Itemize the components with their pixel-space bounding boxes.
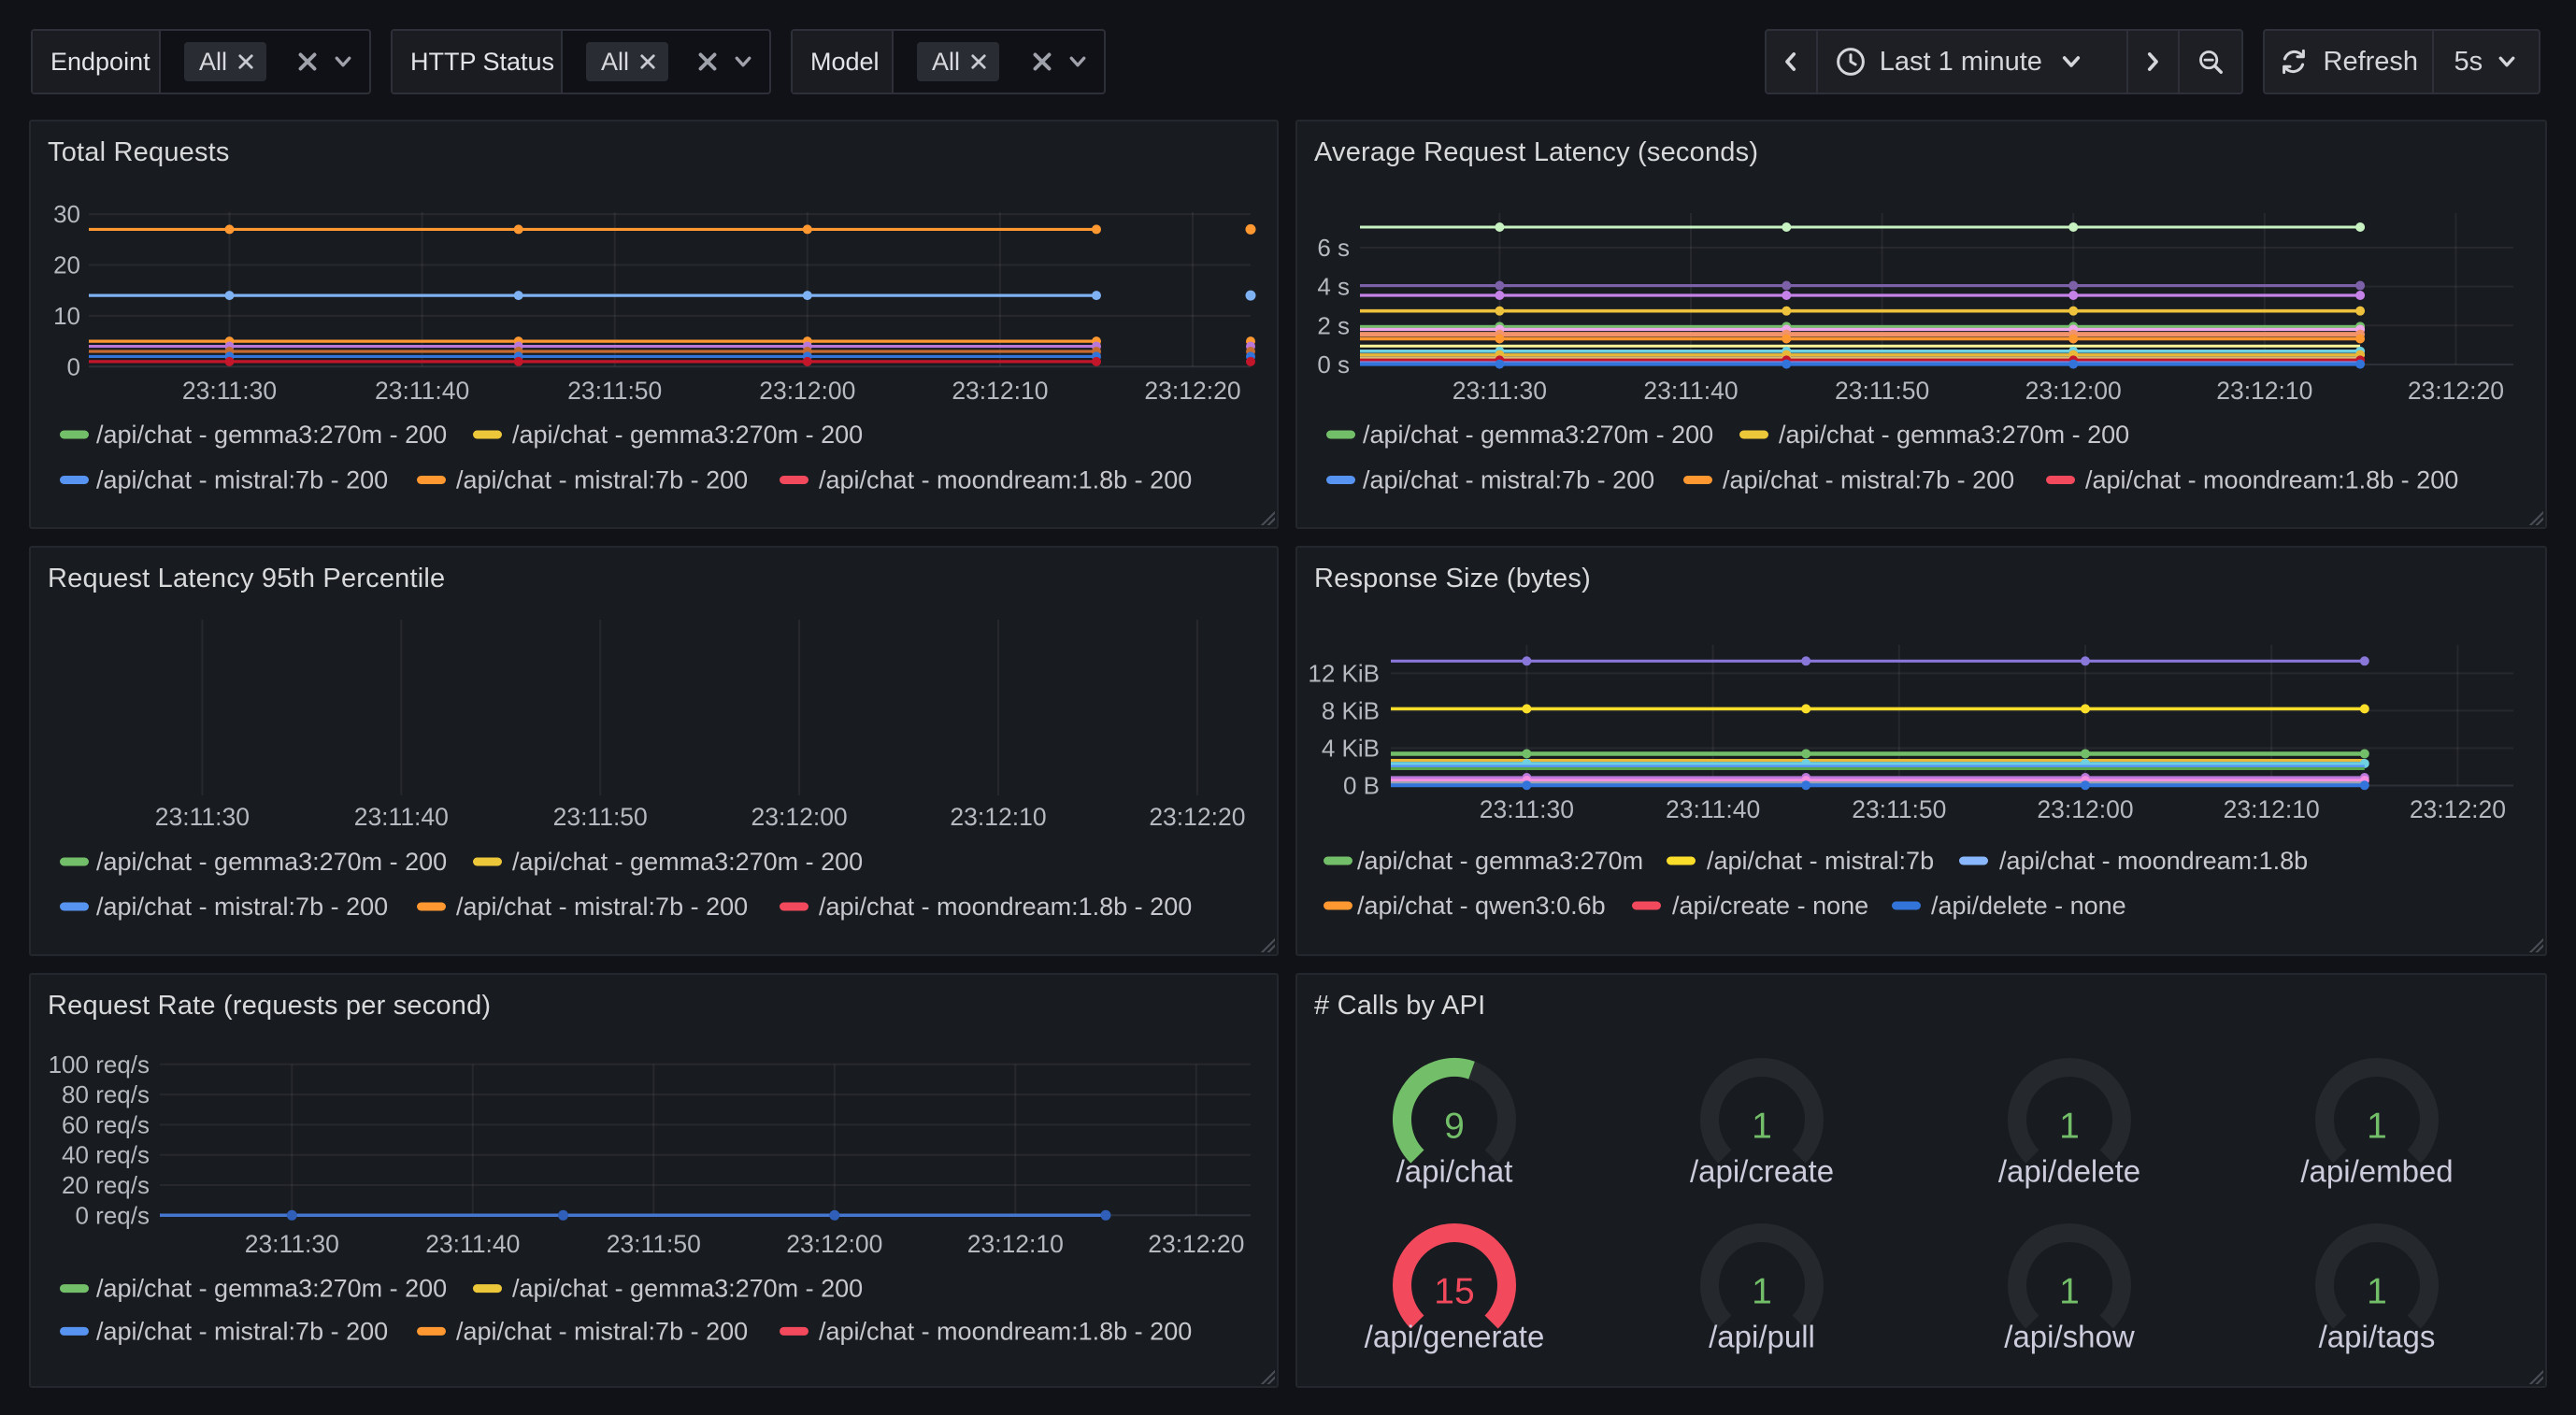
svg-text:4 KiB: 4 KiB [1322, 734, 1380, 762]
svg-text:0 B: 0 B [1343, 772, 1380, 800]
svg-text:/api/chat - gemma3:270m - 200: /api/chat - gemma3:270m - 200 [1363, 421, 1713, 449]
svg-text:/api/chat - qwen3:0.6b: /api/chat - qwen3:0.6b [1357, 892, 1606, 920]
svg-text:23:12:20: 23:12:20 [1148, 1230, 1244, 1258]
svg-text:23:12:10: 23:12:10 [2224, 795, 2320, 823]
svg-text:23:11:50: 23:11:50 [1835, 377, 1929, 405]
svg-text:/api/tags: /api/tags [2319, 1320, 2436, 1354]
svg-text:23:12:00: 23:12:00 [751, 803, 848, 831]
svg-text:1: 1 [2367, 1107, 2387, 1147]
svg-text:/api/show: /api/show [2004, 1320, 2135, 1354]
svg-text:23:12:20: 23:12:20 [2408, 377, 2504, 405]
svg-text:23:12:10: 23:12:10 [950, 803, 1046, 831]
svg-text:23:11:40: 23:11:40 [425, 1230, 520, 1258]
svg-text:/api/chat - moondream:1.8b - 2: /api/chat - moondream:1.8b - 200 [2085, 466, 2458, 494]
svg-text:/api/chat - moondream:1.8b - 2: /api/chat - moondream:1.8b - 200 [819, 1317, 1192, 1345]
svg-text:/api/chat - mistral:7b - 200: /api/chat - mistral:7b - 200 [456, 466, 748, 494]
svg-text:23:11:50: 23:11:50 [607, 1230, 701, 1258]
svg-text:1: 1 [1752, 1107, 1772, 1147]
svg-text:23:12:00: 23:12:00 [2025, 377, 2122, 405]
svg-text:23:11:50: 23:11:50 [567, 377, 662, 405]
svg-text:30: 30 [53, 200, 80, 228]
svg-text:/api/chat - mistral:7b - 200: /api/chat - mistral:7b - 200 [456, 893, 748, 921]
svg-text:9: 9 [1444, 1107, 1465, 1147]
svg-text:/api/chat - gemma3:270m - 200: /api/chat - gemma3:270m - 200 [96, 421, 447, 449]
svg-text:23:12:20: 23:12:20 [1149, 803, 1245, 831]
svg-text:10: 10 [53, 302, 80, 330]
svg-text:/api/chat - mistral:7b - 200: /api/chat - mistral:7b - 200 [96, 893, 388, 921]
svg-text:23:12:10: 23:12:10 [967, 1230, 1064, 1258]
svg-text:/api/create - none: /api/create - none [1672, 892, 1868, 920]
svg-text:/api/delete - none: /api/delete - none [1931, 892, 2126, 920]
svg-text:/api/chat - mistral:7b - 200: /api/chat - mistral:7b - 200 [456, 1317, 748, 1345]
svg-text:23:11:40: 23:11:40 [375, 377, 469, 405]
svg-text:23:12:20: 23:12:20 [2410, 795, 2506, 823]
svg-text:23:11:30: 23:11:30 [245, 1230, 339, 1258]
svg-text:60 req/s: 60 req/s [62, 1110, 150, 1138]
svg-text:/api/chat - mistral:7b - 200: /api/chat - mistral:7b - 200 [1363, 466, 1654, 494]
svg-text:/api/chat - mistral:7b - 200: /api/chat - mistral:7b - 200 [96, 1317, 388, 1345]
svg-text:8 KiB: 8 KiB [1322, 696, 1380, 724]
svg-text:15: 15 [1434, 1272, 1474, 1312]
svg-text:/api/chat - gemma3:270m - 200: /api/chat - gemma3:270m - 200 [512, 1275, 863, 1303]
svg-text:/api/generate: /api/generate [1365, 1320, 1545, 1354]
svg-text:1: 1 [2367, 1272, 2387, 1312]
svg-text:/api/chat - mistral:7b: /api/chat - mistral:7b [1707, 847, 1934, 875]
svg-text:1: 1 [1752, 1272, 1772, 1312]
svg-text:40 req/s: 40 req/s [62, 1141, 150, 1169]
svg-text:/api/chat - mistral:7b - 200: /api/chat - mistral:7b - 200 [1723, 466, 2014, 494]
svg-text:23:11:40: 23:11:40 [1666, 795, 1760, 823]
svg-text:/api/chat - gemma3:270m - 200: /api/chat - gemma3:270m - 200 [96, 1275, 447, 1303]
svg-text:/api/delete: /api/delete [1998, 1154, 2140, 1189]
svg-text:23:12:00: 23:12:00 [786, 1230, 882, 1258]
svg-text:/api/chat - moondream:1.8b - 2: /api/chat - moondream:1.8b - 200 [819, 466, 1192, 494]
svg-text:23:11:50: 23:11:50 [553, 803, 648, 831]
svg-text:23:12:20: 23:12:20 [1144, 377, 1240, 405]
svg-text:/api/create: /api/create [1690, 1154, 1834, 1189]
svg-text:20 req/s: 20 req/s [62, 1171, 150, 1199]
svg-text:23:12:00: 23:12:00 [2037, 795, 2133, 823]
svg-text:23:11:40: 23:11:40 [354, 803, 449, 831]
svg-text:23:11:40: 23:11:40 [1643, 377, 1738, 405]
svg-text:/api/chat - gemma3:270m: /api/chat - gemma3:270m [1357, 847, 1643, 875]
svg-text:23:11:30: 23:11:30 [182, 377, 277, 405]
svg-text:80 req/s: 80 req/s [62, 1080, 150, 1108]
svg-text:23:12:10: 23:12:10 [952, 377, 1048, 405]
svg-text:1: 1 [2059, 1272, 2080, 1312]
svg-text:23:11:30: 23:11:30 [1453, 377, 1547, 405]
svg-text:/api/chat - moondream:1.8b: /api/chat - moondream:1.8b [1999, 847, 2308, 875]
svg-text:/api/chat - gemma3:270m - 200: /api/chat - gemma3:270m - 200 [512, 421, 863, 449]
svg-text:/api/chat - gemma3:270m - 200: /api/chat - gemma3:270m - 200 [1779, 421, 2129, 449]
svg-text:/api/chat - gemma3:270m - 200: /api/chat - gemma3:270m - 200 [96, 848, 447, 876]
svg-text:100 req/s: 100 req/s [49, 1051, 150, 1079]
svg-text:0 req/s: 0 req/s [76, 1201, 150, 1229]
svg-text:/api/chat - moondream:1.8b - 2: /api/chat - moondream:1.8b - 200 [819, 893, 1192, 921]
svg-text:1: 1 [2059, 1107, 2080, 1147]
svg-text:/api/chat: /api/chat [1396, 1154, 1513, 1189]
svg-text:23:11:50: 23:11:50 [1852, 795, 1946, 823]
svg-text:/api/chat - gemma3:270m - 200: /api/chat - gemma3:270m - 200 [512, 848, 863, 876]
svg-text:6 s: 6 s [1317, 234, 1350, 262]
svg-text:/api/pull: /api/pull [1709, 1320, 1815, 1354]
svg-text:23:12:00: 23:12:00 [759, 377, 855, 405]
svg-text:0: 0 [67, 352, 80, 380]
svg-text:4 s: 4 s [1317, 273, 1350, 301]
svg-text:12 KiB: 12 KiB [1308, 659, 1380, 687]
svg-text:23:11:30: 23:11:30 [155, 803, 250, 831]
svg-text:/api/embed: /api/embed [2300, 1154, 2453, 1189]
svg-text:20: 20 [53, 251, 80, 279]
svg-text:23:12:10: 23:12:10 [2216, 377, 2312, 405]
svg-text:/api/chat - mistral:7b - 200: /api/chat - mistral:7b - 200 [96, 466, 388, 494]
svg-text:0 s: 0 s [1317, 350, 1350, 379]
svg-text:2 s: 2 s [1317, 311, 1350, 339]
svg-text:23:11:30: 23:11:30 [1480, 795, 1574, 823]
